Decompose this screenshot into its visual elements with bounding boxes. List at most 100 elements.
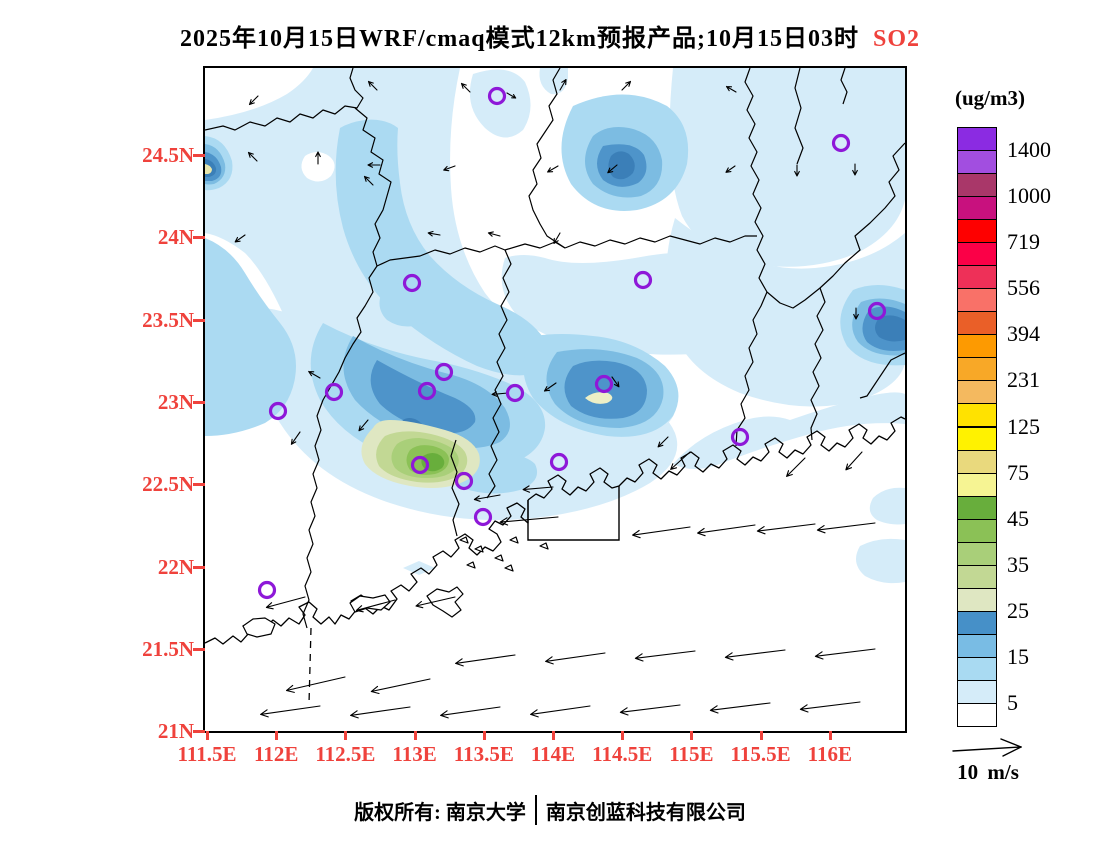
wind-arrow xyxy=(248,95,259,106)
lon-label-116E: 116E xyxy=(807,742,852,766)
colorbar-label-25: 25 xyxy=(1007,597,1029,623)
lon-tick xyxy=(690,731,694,740)
colorbar-label-394: 394 xyxy=(1007,321,1040,347)
colorbar-label-1000: 1000 xyxy=(1007,183,1051,209)
maritime-dashed-line xyxy=(308,627,312,705)
lon-label-113E: 113E xyxy=(392,742,437,766)
colorbar-block-14 xyxy=(957,449,997,474)
map-canvas xyxy=(205,68,905,719)
lat-tick xyxy=(193,647,205,651)
wind-arrow xyxy=(247,151,258,162)
station-marker xyxy=(268,401,288,421)
colorbar-block-11 xyxy=(957,380,997,405)
colorbar-block-16 xyxy=(957,495,997,520)
lat-tick xyxy=(193,318,205,322)
so2-contour-level1 xyxy=(205,68,905,584)
colorbar-block-17 xyxy=(957,518,997,543)
wind-arrow xyxy=(553,232,561,244)
colorbar-block-7 xyxy=(957,288,997,313)
lat-label-22N: 22N xyxy=(157,554,194,579)
wind-arrow xyxy=(427,230,441,237)
lon-label-115.5E: 115.5E xyxy=(730,742,791,766)
station-marker xyxy=(730,427,750,447)
colorbar-block-21 xyxy=(957,610,997,635)
wind-arrow xyxy=(370,678,431,695)
lon-tick xyxy=(621,731,625,740)
lon-tick xyxy=(413,731,417,740)
wind-arrow xyxy=(657,436,669,448)
colorbar-label-5: 5 xyxy=(1007,689,1018,715)
lon-tick xyxy=(552,731,555,740)
colorbar-block-8 xyxy=(957,311,997,336)
lon-label-112.5E: 112.5E xyxy=(315,742,376,766)
colorbar-block-9 xyxy=(957,334,997,359)
wind-arrow xyxy=(367,80,378,91)
wind-arrow xyxy=(611,376,620,388)
wind-arrow xyxy=(725,85,737,93)
colorbar-label-719: 719 xyxy=(1007,229,1040,255)
wind-arrow xyxy=(308,370,321,379)
lat-tick xyxy=(193,236,205,240)
station-marker xyxy=(487,86,507,106)
wind-arrow xyxy=(845,451,863,471)
station-marker xyxy=(594,374,614,394)
lat-tick xyxy=(193,730,205,734)
lon-tick xyxy=(828,731,832,740)
wind-arrow xyxy=(547,165,559,173)
wind-arrow xyxy=(355,599,396,613)
station-marker xyxy=(831,133,851,153)
station-marker xyxy=(410,455,430,475)
islands xyxy=(242,536,549,638)
wind-arrow xyxy=(285,676,346,693)
wind-arrow xyxy=(491,391,509,397)
station-marker xyxy=(549,452,569,472)
colorbar-label-45: 45 xyxy=(1007,505,1029,531)
colorbar-block-6 xyxy=(957,265,997,290)
title-pollutant: SO2 xyxy=(872,26,920,52)
lat-label-24N: 24N xyxy=(157,225,194,250)
lat-tick xyxy=(193,565,205,569)
colorbar-label-35: 35 xyxy=(1007,551,1029,577)
colorbar-block-1 xyxy=(957,150,997,175)
colorbar-block-23 xyxy=(957,656,997,681)
wind-arrow xyxy=(350,706,411,719)
lon-label-111.5E: 111.5E xyxy=(177,742,237,766)
wind-arrow xyxy=(619,704,681,716)
colorbar-block-3 xyxy=(957,196,997,221)
copyright-footer: 版权所有: 南京大学 南京创蓝科技有限公司 xyxy=(0,795,1100,825)
station-marker xyxy=(257,580,277,600)
wind-arrow xyxy=(499,516,559,526)
wind-arrow xyxy=(260,705,321,718)
coastline xyxy=(205,416,905,645)
colorbar-block-4 xyxy=(957,219,997,244)
province-boundaries xyxy=(205,68,905,629)
lon-tick xyxy=(482,731,486,740)
colorbar-block-18 xyxy=(957,541,997,566)
copyright-owner: 版权所有: 南京大学 xyxy=(354,801,526,824)
copyright-company: 南京创蓝科技有限公司 xyxy=(545,801,746,824)
lon-tick xyxy=(206,731,209,740)
wind-arrow xyxy=(794,164,800,177)
wind-arrow xyxy=(786,457,806,477)
wind-arrow xyxy=(234,234,246,243)
wind-arrow xyxy=(853,307,859,320)
station-marker xyxy=(417,381,437,401)
wind-arrow xyxy=(290,431,301,445)
lat-label-23.5N: 23.5N xyxy=(142,307,194,332)
wind-arrow xyxy=(415,596,456,609)
wind-arrow xyxy=(670,451,691,470)
colorbar-block-19 xyxy=(957,564,997,589)
wind-vector-layer xyxy=(234,79,876,719)
colorbar-block-25 xyxy=(957,702,997,727)
wind-arrow xyxy=(799,701,861,713)
colorbar-label-15: 15 xyxy=(1007,643,1029,669)
wind-arrow xyxy=(725,165,736,173)
station-marker xyxy=(324,382,344,402)
station-marker xyxy=(434,362,454,382)
title-main: 2025年10月15日WRF/cmaq模式12km预报产品;10月15日03时 xyxy=(180,26,859,52)
colorbar-block-20 xyxy=(957,587,997,612)
colorbar-label-1400: 1400 xyxy=(1007,137,1051,163)
wind-arrow xyxy=(559,79,567,91)
wind-arrow xyxy=(852,163,858,176)
